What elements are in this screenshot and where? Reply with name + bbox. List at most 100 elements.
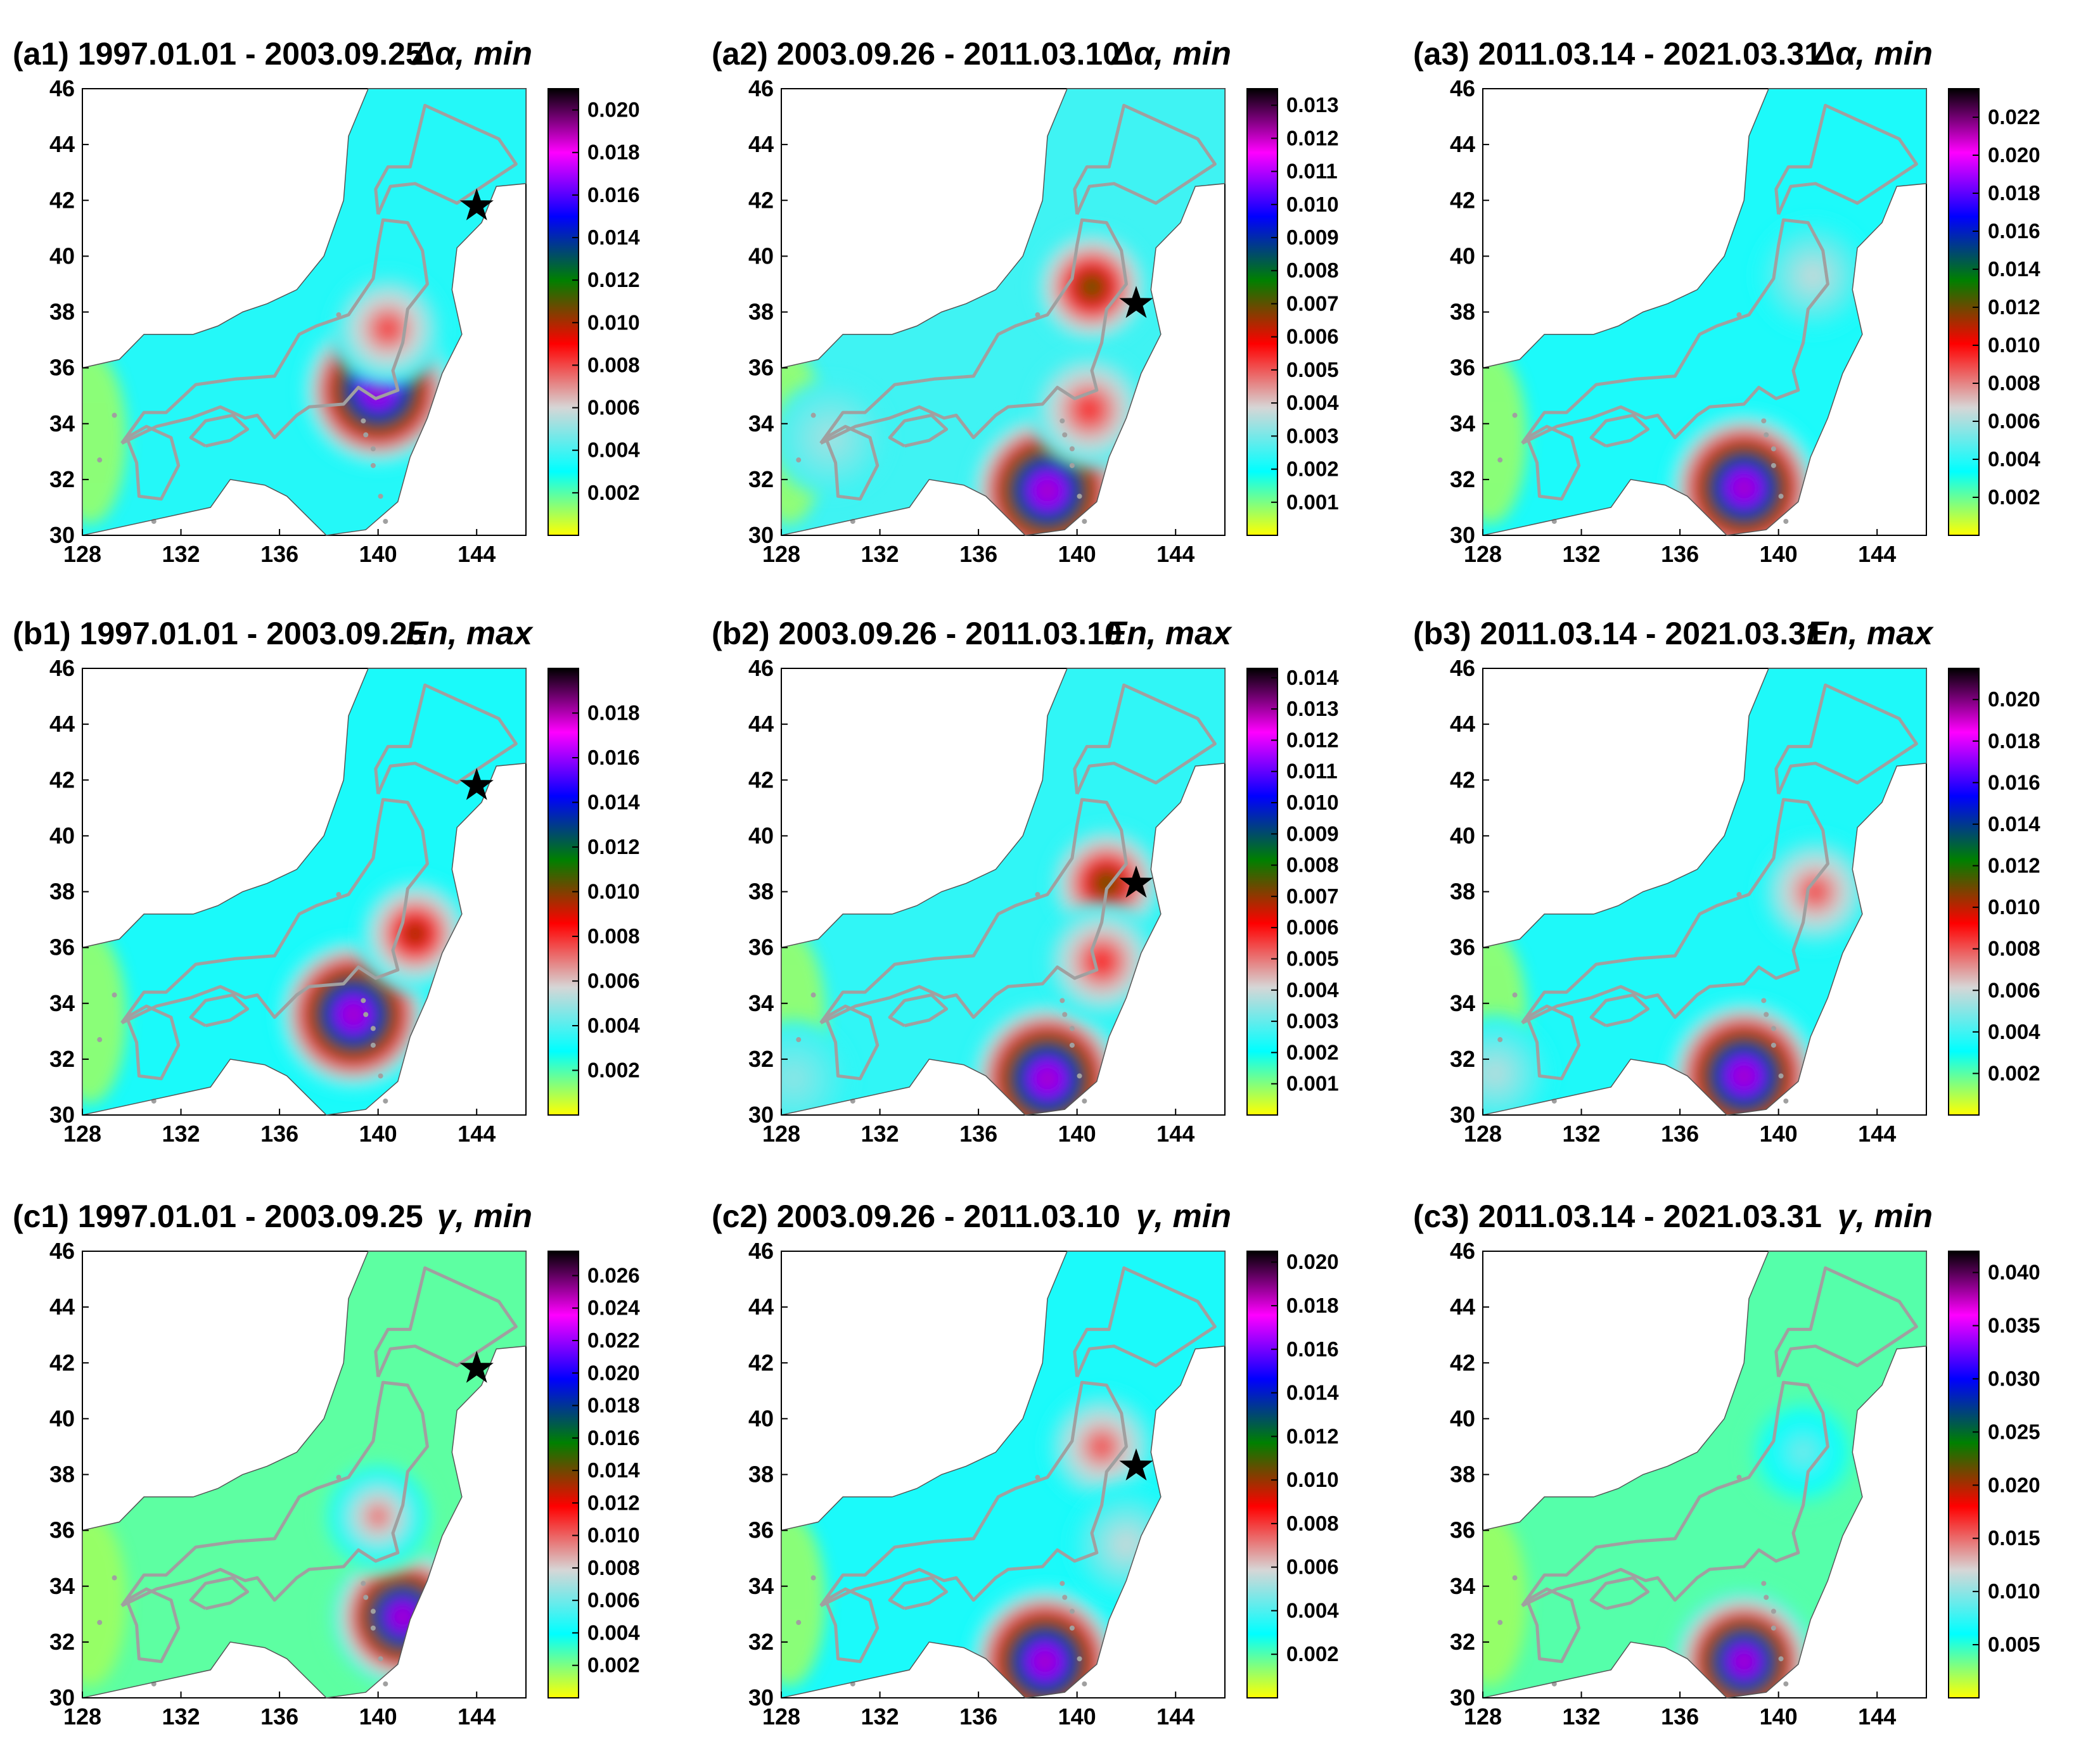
colorbar-tick-label: 0.008 bbox=[587, 353, 640, 376]
panel-label: (b2) 2003.09.26 - 2011.03.10 bbox=[712, 616, 1122, 651]
y-tick-label: 38 bbox=[1450, 1462, 1475, 1488]
island-dot bbox=[97, 457, 103, 463]
hotspot-ring bbox=[1039, 1069, 1056, 1088]
colorbar-tick-label: 0.002 bbox=[1286, 1642, 1339, 1666]
y-tick-label: 38 bbox=[748, 1462, 774, 1488]
y-tick-label: 32 bbox=[49, 466, 75, 492]
x-tick-label: 140 bbox=[1058, 541, 1096, 567]
y-tick-label: 42 bbox=[49, 1349, 75, 1375]
quantity-label: γ, min bbox=[1136, 1198, 1231, 1235]
y-tick-label: 34 bbox=[49, 1573, 75, 1599]
x-tick-label: 136 bbox=[1661, 1704, 1699, 1730]
panel-c2: (c2) 2003.09.26 - 2011.03.10 γ, min 128 132… bbox=[712, 1198, 1339, 1730]
coastline-path bbox=[1521, 798, 1829, 1024]
y-tick-label: 46 bbox=[1450, 1238, 1475, 1264]
x-tick-label: 132 bbox=[1563, 541, 1601, 567]
y-tick-label: 34 bbox=[1450, 990, 1475, 1016]
island-dot bbox=[796, 457, 802, 463]
y-tick-label: 36 bbox=[1450, 1517, 1475, 1543]
mask-border bbox=[82, 88, 527, 536]
colorbar-tick-label: 0.004 bbox=[587, 1621, 640, 1644]
y-tick-label: 40 bbox=[1450, 822, 1475, 848]
x-tick-label: 140 bbox=[359, 541, 397, 567]
coastline-path bbox=[1073, 1266, 1217, 1378]
island-dot bbox=[1764, 1012, 1769, 1017]
epicenter-star bbox=[1119, 865, 1153, 898]
hotspot-ring bbox=[1735, 1067, 1753, 1085]
colorbar-tick-label: 0.008 bbox=[1286, 258, 1339, 282]
colorbar bbox=[1948, 668, 1980, 1116]
island-dot bbox=[370, 462, 376, 468]
y-tick-label: 34 bbox=[748, 1573, 774, 1599]
colorbar bbox=[1246, 88, 1278, 536]
panel-label: (a1) 1997.01.01 - 2003.09.25 bbox=[13, 36, 423, 72]
colorbar-tick-label: 0.010 bbox=[587, 880, 640, 903]
island-dot bbox=[1778, 1073, 1784, 1079]
x-tick-label: 136 bbox=[959, 1121, 997, 1147]
hotspot-ring bbox=[1095, 955, 1108, 969]
coastline-path bbox=[1525, 424, 1581, 501]
hotspot-ring bbox=[1036, 1652, 1054, 1671]
island-dot bbox=[1497, 1620, 1503, 1626]
island-dot bbox=[361, 998, 366, 1004]
mask-border bbox=[781, 88, 1226, 536]
x-tick-label: 128 bbox=[762, 1121, 800, 1147]
colorbar-tick-label: 0.004 bbox=[1988, 1020, 2040, 1043]
y-tick-label: 40 bbox=[748, 243, 774, 269]
colorbar-tick-label: 0.013 bbox=[1286, 93, 1339, 117]
coastline-path bbox=[824, 424, 880, 501]
hotspot bbox=[328, 269, 447, 388]
coastline-path bbox=[120, 218, 429, 445]
y-tick-label: 44 bbox=[748, 711, 774, 737]
coastline-path bbox=[1525, 1004, 1581, 1081]
y-tick-label: 36 bbox=[1450, 355, 1475, 381]
x-tick-label: 132 bbox=[162, 541, 200, 567]
island-dot bbox=[1512, 412, 1518, 418]
mask-border bbox=[1482, 668, 1927, 1116]
colorbar-tick-label: 0.012 bbox=[1988, 295, 2040, 319]
y-tick-label: 42 bbox=[1450, 1349, 1475, 1375]
colorbar-tick-label: 0.005 bbox=[1988, 1633, 2040, 1656]
colorbar-tick-label: 0.006 bbox=[1286, 915, 1339, 939]
colorbar-tick-label: 0.012 bbox=[587, 835, 640, 858]
y-tick-label: 36 bbox=[748, 355, 774, 381]
colorbar-tick-label: 0.008 bbox=[1286, 853, 1339, 877]
colorbar-tick-label: 0.002 bbox=[1988, 1061, 2040, 1085]
y-tick-label: 42 bbox=[1450, 767, 1475, 793]
y-tick-label: 32 bbox=[748, 1046, 774, 1072]
island-dot bbox=[796, 1037, 802, 1043]
colorbar-tick-label: 0.014 bbox=[1988, 257, 2040, 281]
island-dot bbox=[1761, 998, 1767, 1004]
colorbar-tick-label: 0.026 bbox=[587, 1263, 640, 1287]
island-dot bbox=[1512, 1575, 1518, 1581]
colorbar-tick-label: 0.010 bbox=[587, 310, 640, 334]
colorbar-tick-label: 0.014 bbox=[587, 226, 640, 249]
coastline-path bbox=[819, 1380, 1128, 1607]
island-dot bbox=[1736, 891, 1742, 897]
coastline-path bbox=[189, 1576, 250, 1610]
x-tick-label: 136 bbox=[260, 541, 298, 567]
x-tick-label: 144 bbox=[1858, 541, 1896, 567]
colorbar-tick-label: 0.010 bbox=[1286, 791, 1339, 814]
colorbar-tick-label: 0.007 bbox=[1286, 291, 1339, 315]
y-tick-label: 44 bbox=[1450, 1294, 1475, 1320]
island-dot bbox=[1077, 1073, 1082, 1079]
mask-border bbox=[82, 668, 527, 1116]
island-dot bbox=[383, 518, 388, 524]
panel-label: (c3) 2011.03.14 - 2021.03.31 bbox=[1413, 1199, 1822, 1234]
x-tick-label: 132 bbox=[861, 541, 899, 567]
island-dot bbox=[370, 446, 376, 452]
island-dot bbox=[796, 1620, 802, 1626]
hotspot-ring bbox=[344, 1005, 362, 1024]
y-tick-label: 34 bbox=[748, 990, 774, 1016]
x-tick-label: 132 bbox=[861, 1704, 899, 1730]
hotspot-ring bbox=[408, 927, 422, 940]
island-dot bbox=[1082, 518, 1087, 524]
colorbar-tick-label: 0.007 bbox=[1286, 884, 1339, 908]
island-dot bbox=[97, 1620, 103, 1626]
island-dot bbox=[1035, 312, 1040, 317]
x-tick-label: 144 bbox=[1858, 1704, 1896, 1730]
coastline bbox=[819, 683, 1217, 1081]
